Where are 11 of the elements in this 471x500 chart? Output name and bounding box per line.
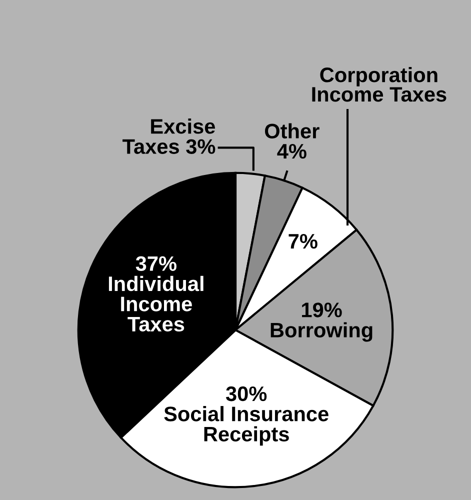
slice-label: Social Insurance Receipts <box>164 406 328 446</box>
slice-label: Corporation Income Taxes <box>312 67 446 102</box>
data-label: 30% <box>226 386 267 402</box>
data-label: 4% <box>277 144 306 159</box>
slice-label: Individual Income Taxes <box>108 276 204 332</box>
slice-label: Other <box>264 123 320 139</box>
slice-label: Borrowing <box>270 322 372 342</box>
slice-label: Excise Taxes 3% <box>122 118 216 154</box>
data-label: 19% <box>302 302 342 318</box>
data-label: 7% <box>288 234 318 249</box>
data-label: 37% <box>136 256 176 272</box>
